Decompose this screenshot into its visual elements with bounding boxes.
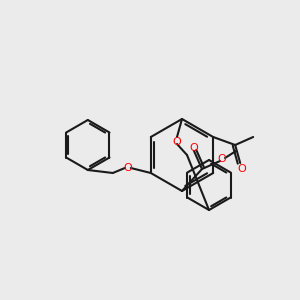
- Text: O: O: [123, 163, 132, 173]
- Text: O: O: [218, 154, 226, 164]
- Text: O: O: [172, 137, 182, 147]
- Text: O: O: [238, 164, 247, 174]
- Text: O: O: [190, 143, 198, 153]
